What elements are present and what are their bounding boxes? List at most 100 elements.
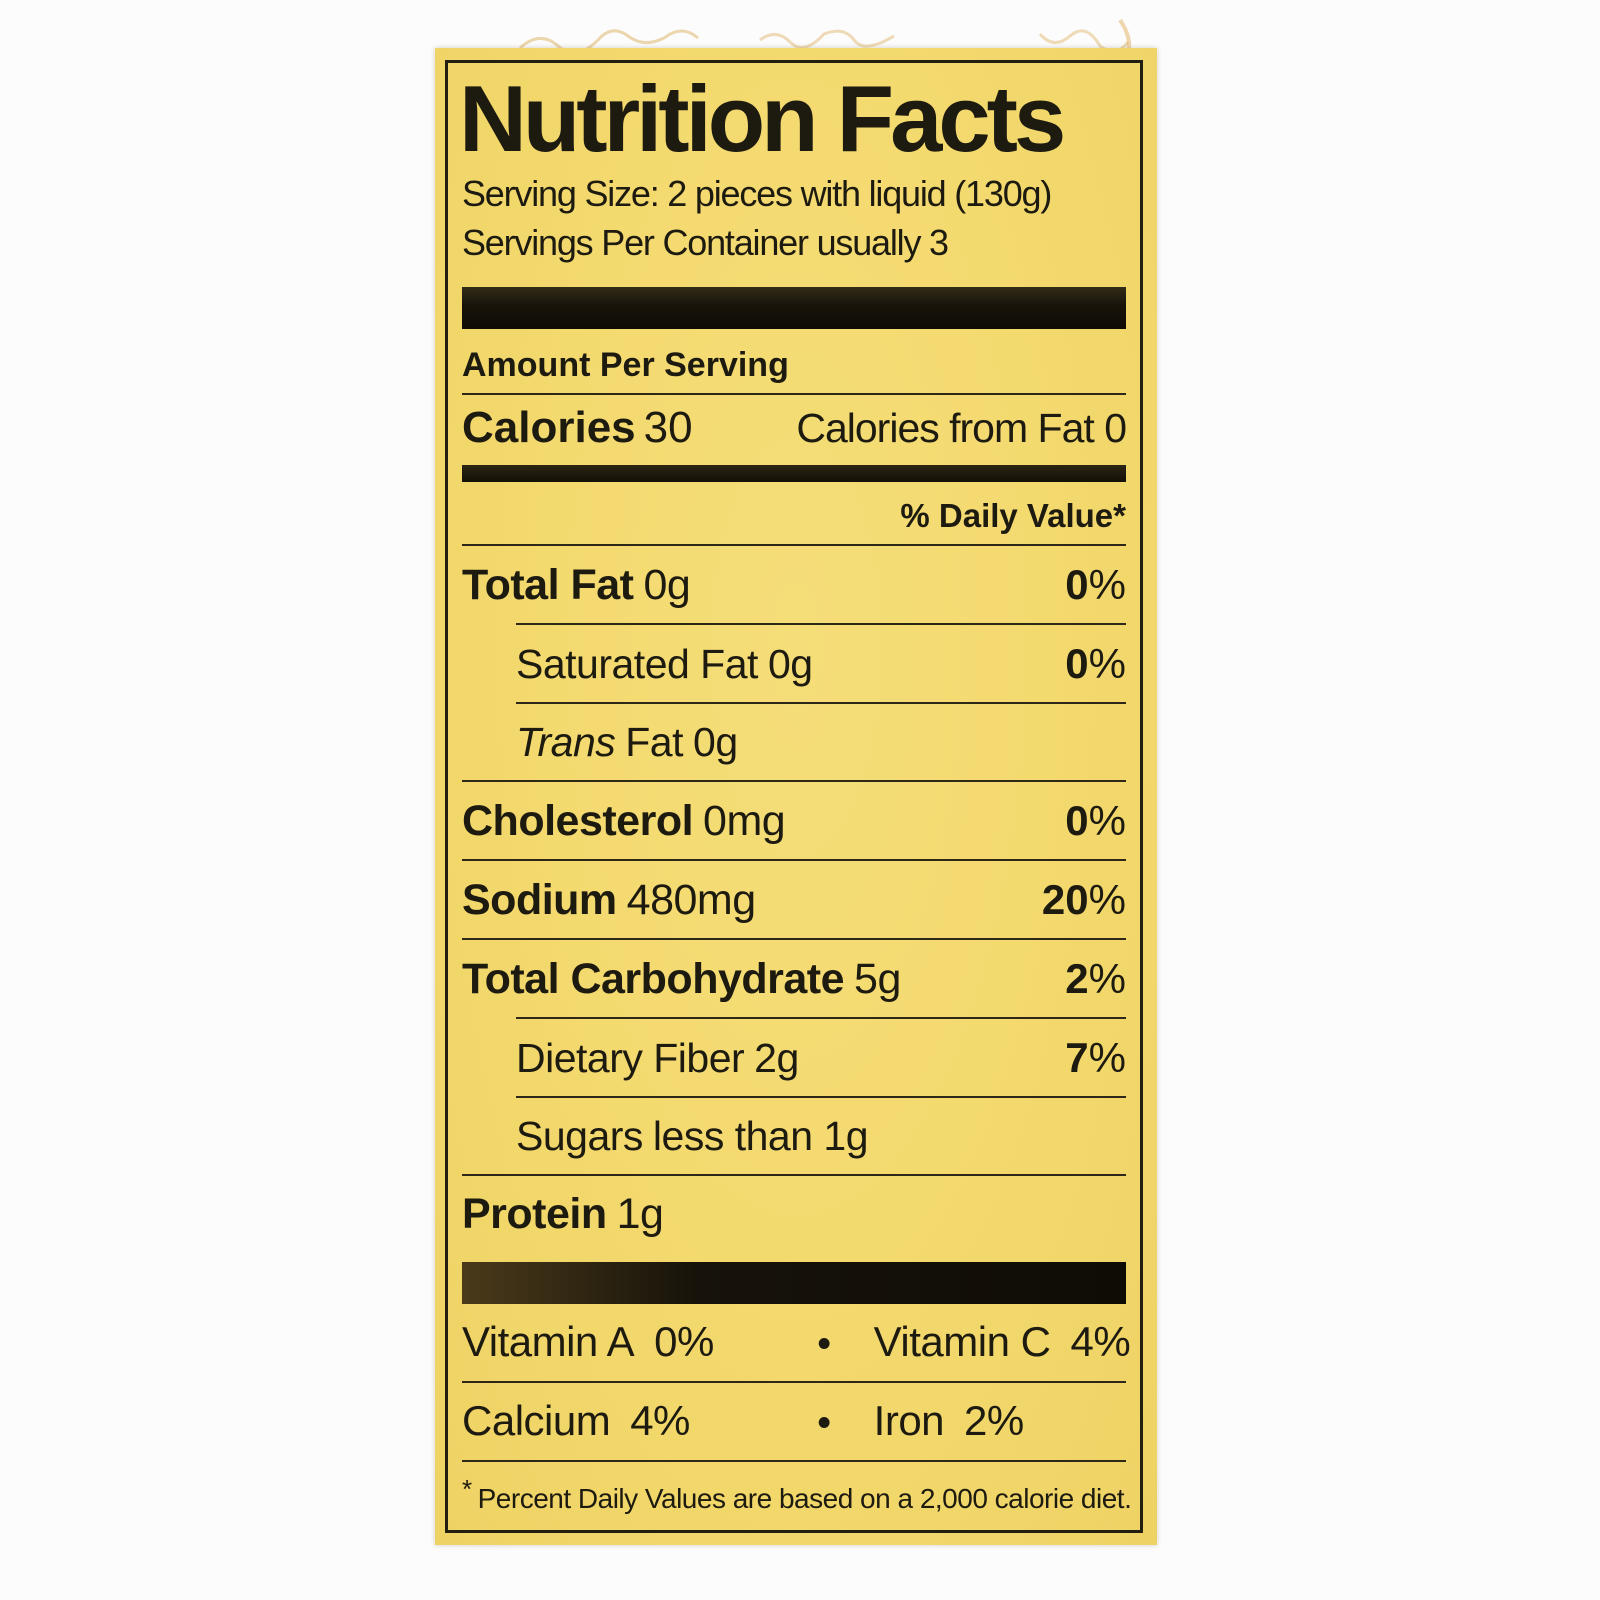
bullet-separator: • [817, 1402, 831, 1444]
percent-sign: % [1088, 561, 1126, 608]
separator-rule [462, 393, 1126, 395]
bullet-separator: • [817, 1323, 831, 1365]
micronutrient-name: Iron [873, 1397, 945, 1444]
daily-value-footnote: * Percent Daily Values are based on a 2,0… [462, 1462, 1132, 1516]
nutrient-name-group: Dietary Fiber 2g [462, 1036, 799, 1081]
calories-from-fat-value: 0 [1104, 405, 1127, 451]
nutrient-name-italic: Trans [516, 719, 616, 765]
nutrient-row-protein: Protein 1g [462, 1176, 1126, 1252]
nutrient-row-dietary-fiber: Dietary Fiber 2g 7% [462, 1019, 1126, 1096]
nutrient-amount: 2g [754, 1035, 799, 1081]
separator-rule-indented [516, 1017, 1126, 1019]
nutrient-name-group: Trans Fat 0g [462, 720, 738, 765]
nutrient-name: Dietary Fiber [516, 1035, 745, 1081]
nutrient-name-rest: Fat [625, 719, 684, 765]
nutrient-amount: 480mg [626, 876, 756, 924]
daily-value: 0% [1065, 562, 1126, 607]
nutrition-label-border-box: Nutrition Facts Serving Size: 2 pieces w… [445, 60, 1143, 1533]
nutrient-row-sugars: Sugars less than 1g [462, 1098, 1126, 1174]
micronutrient-value: 2% [964, 1397, 1024, 1444]
nutrient-name-group: Sodium 480mg [462, 878, 756, 923]
nutrient-row-cholesterol: Cholesterol 0mg 0% [462, 782, 1126, 859]
separator-rule [462, 780, 1126, 782]
nutrient-amount: less than 1g [652, 1113, 869, 1159]
nutrient-name: Total Carbohydrate [462, 955, 845, 1003]
micronutrient-name: Calcium [462, 1397, 611, 1444]
nutrient-name: Total Fat [462, 561, 634, 609]
micronutrient-left: Calcium 4% [462, 1398, 774, 1443]
nutrition-facts-title: Nutrition Facts [459, 66, 1066, 171]
separator-rule [462, 859, 1126, 861]
micronutrient-left: Vitamin A 0% [462, 1319, 774, 1364]
separator-rule [462, 938, 1126, 940]
daily-value: 2% [1065, 956, 1126, 1001]
daily-value-header: % Daily Value* [900, 497, 1126, 534]
daily-value: 20% [1042, 877, 1126, 922]
footnote-asterisk: * [462, 1474, 472, 1504]
nutrient-amount: 0g [643, 561, 691, 609]
calories-label-group: Calories 30 [462, 405, 693, 451]
nutrient-amount: 0g [767, 641, 813, 687]
nutrient-name-group: Saturated Fat 0g [462, 642, 813, 687]
daily-value-number: 0 [1065, 797, 1089, 844]
separator-rule [462, 544, 1126, 546]
nutrient-name: Sugars [516, 1113, 643, 1159]
nutrient-amount: 5g [854, 955, 901, 1003]
micronutrient-value: 0% [654, 1318, 714, 1365]
separator-rule-indented [516, 623, 1126, 625]
daily-value-number: 7 [1065, 1034, 1089, 1081]
servings-per-container-line: Servings Per Container usually 3 [462, 222, 949, 263]
calories-label: Calories [462, 403, 636, 452]
separator-rule [462, 1174, 1126, 1176]
serving-size-line: Serving Size: 2 pieces with liquid (130g… [462, 173, 1052, 214]
nutrient-name-group: Sugars less than 1g [462, 1113, 869, 1159]
section-divider-bar [462, 287, 1126, 329]
micronutrient-row-minerals: Calcium 4% • Iron 2% [462, 1383, 1126, 1460]
separator-rule-indented [516, 1096, 1126, 1098]
section-divider-bar [462, 1262, 1126, 1304]
daily-value-number: 0 [1065, 640, 1089, 687]
nutrient-row-sodium: Sodium 480mg 20% [462, 861, 1126, 938]
daily-value: 0% [1065, 641, 1126, 686]
nutrient-name: Protein [462, 1190, 607, 1238]
nutrient-name: Sodium [462, 876, 617, 924]
micronutrient-right: Iron 2% [874, 1398, 1126, 1443]
micronutrient-row-vitamins: Vitamin A 0% • Vitamin C 4% [462, 1304, 1131, 1381]
nutrient-amount: 1g [616, 1190, 664, 1238]
nutrition-label: Nutrition Facts Serving Size: 2 pieces w… [435, 48, 1157, 1545]
daily-value-number: 20 [1041, 876, 1089, 923]
nutrient-amount: 0mg [703, 797, 786, 845]
calories-row: Calories 30 Calories from Fat 0 [462, 395, 1127, 465]
nutrient-name-group: Total Carbohydrate 5g [462, 957, 901, 1002]
separator-rule [462, 1460, 1126, 1462]
micronutrient-value: 4% [1070, 1318, 1131, 1365]
nutrient-row-total-carbohydrate: Total Carbohydrate 5g 2% [462, 940, 1126, 1017]
nutrient-name-group: Protein 1g [462, 1190, 664, 1238]
nutrient-row-saturated-fat: Saturated Fat 0g 0% [462, 625, 1126, 702]
section-divider-bar-thin [462, 465, 1126, 482]
nutrient-row-trans-fat: Trans Fat 0g [462, 704, 1126, 780]
calories-value: 30 [643, 403, 693, 452]
micronutrient-value: 4% [630, 1397, 690, 1444]
nutrient-name: Saturated Fat [516, 641, 758, 687]
nutrient-name-group: Total Fat 0g [462, 561, 691, 609]
separator-rule-indented [516, 702, 1126, 704]
percent-sign: % [1088, 1034, 1126, 1081]
daily-value-number: 0 [1065, 561, 1089, 608]
nutrient-name: Cholesterol [462, 797, 694, 845]
daily-value-number: 2 [1065, 955, 1089, 1002]
nutrient-name-group: Cholesterol 0mg [462, 797, 786, 845]
micronutrient-right: Vitamin C 4% [874, 1319, 1131, 1364]
percent-sign: % [1088, 797, 1126, 844]
micronutrient-name: Vitamin C [873, 1318, 1051, 1365]
percent-sign: % [1088, 955, 1126, 1002]
percent-sign: % [1088, 876, 1126, 923]
micronutrient-name: Vitamin A [462, 1318, 635, 1365]
amount-per-serving-label: Amount Per Serving [462, 346, 789, 384]
separator-rule [462, 1381, 1126, 1383]
calories-from-fat-label: Calories from Fat [796, 405, 1094, 451]
percent-sign: % [1088, 640, 1126, 687]
daily-value: 7% [1065, 1035, 1126, 1080]
nutrient-amount: 0g [693, 719, 738, 765]
